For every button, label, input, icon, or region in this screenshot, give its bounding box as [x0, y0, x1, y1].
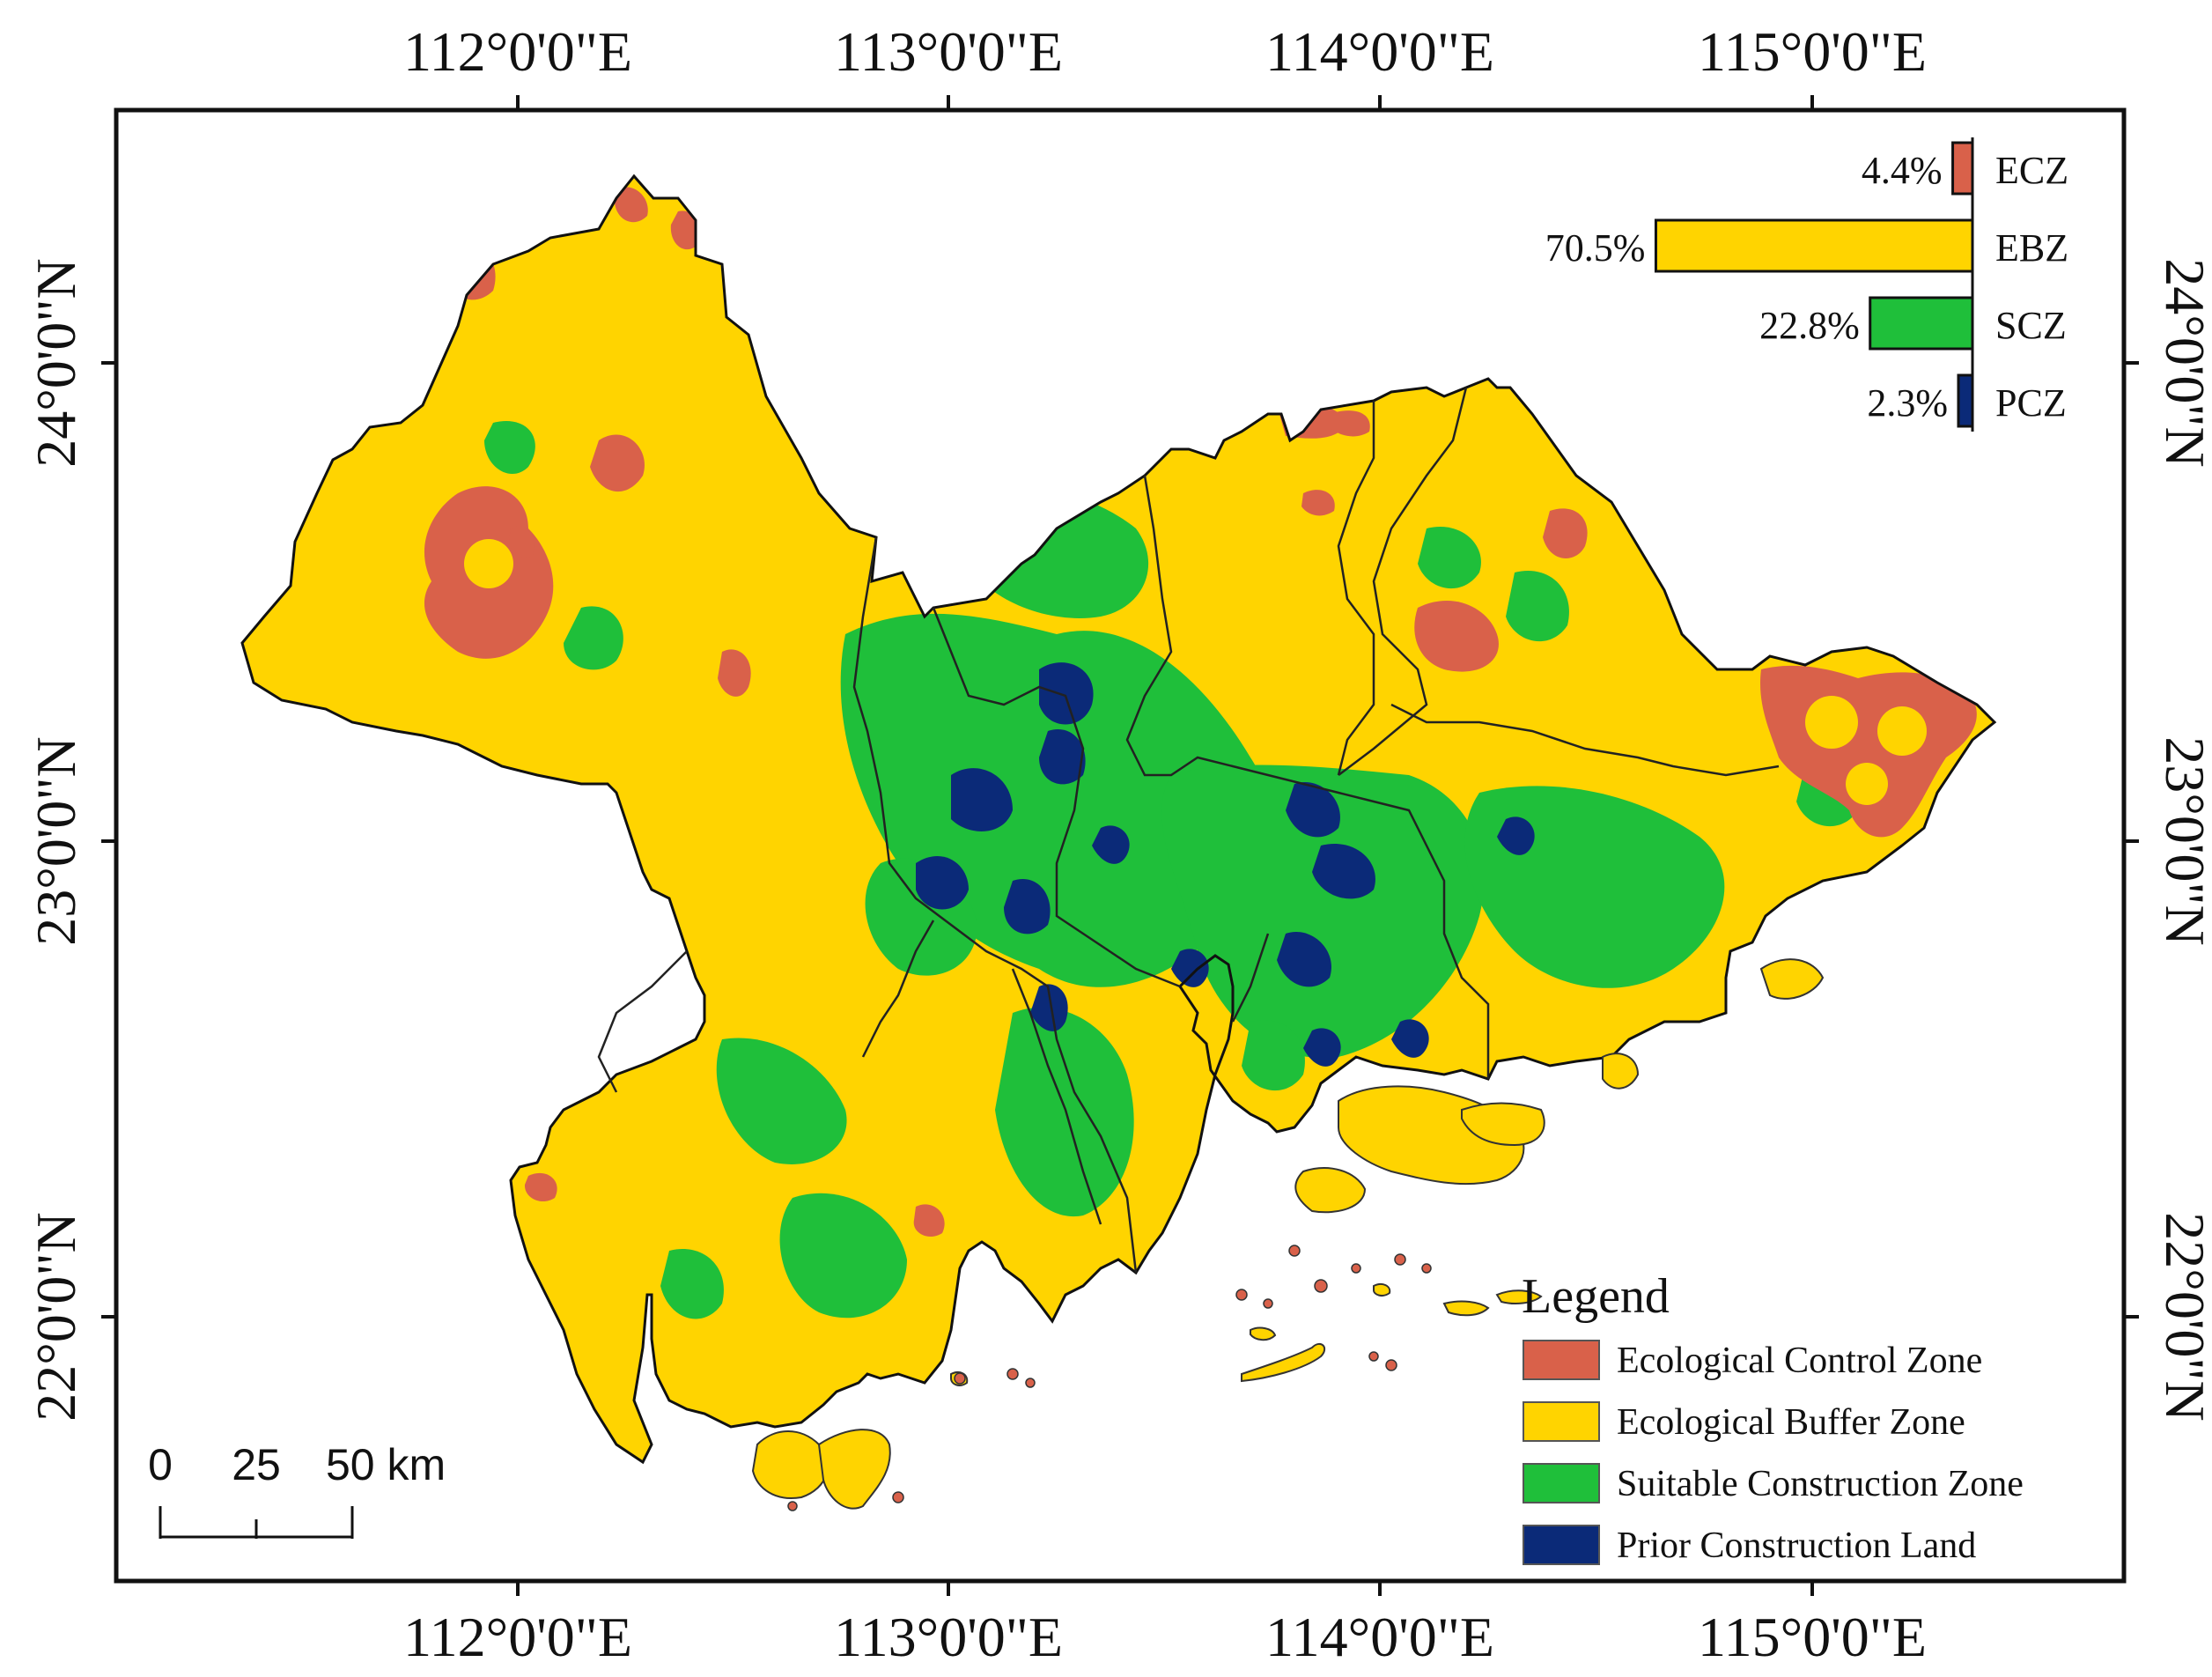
city-boundaries — [597, 387, 1780, 1274]
scale-label-25: 25 — [232, 1440, 281, 1489]
bar-ecz — [1951, 141, 1974, 196]
bar-code-pcz: PCZ — [1995, 381, 2067, 425]
legend-label-ecz: Ecological Control Zone — [1617, 1341, 1982, 1381]
scale-bar: 0 25 50 km — [148, 1440, 446, 1539]
lon-label-top-112: 112°0'0"E — [403, 20, 632, 83]
legend-swatch-ebz — [1523, 1401, 1600, 1442]
lat-label-right-22: 22°0'0"N — [2154, 1212, 2212, 1421]
legend-title: Legend — [1522, 1269, 1670, 1324]
longitude-labels-top: 112°0'0"E 113°0'0"E 114°0'0"E 115°0'0"E — [403, 20, 1927, 83]
bar-value-ebz: 70.5% — [1545, 226, 1646, 270]
lat-label-right-23: 23°0'0"N — [2154, 736, 2212, 945]
bar-ebz — [1654, 218, 1974, 273]
longitude-labels-bottom: 112°0'0"E 113°0'0"E 114°0'0"E 115°0'0"E — [403, 1606, 1927, 1668]
bar-code-ebz: EBZ — [1995, 226, 2068, 270]
legend-label-scz: Suitable Construction Zone — [1617, 1464, 2024, 1504]
legend: Legend Ecological Control Zone Ecological… — [1522, 1269, 2024, 1566]
bar-code-scz: SCZ — [1995, 304, 2067, 347]
legend-swatch-scz — [1523, 1463, 1600, 1503]
bar-value-ecz: 4.4% — [1862, 149, 1943, 192]
zone-bar-chart: 4.4% ECZ 70.5% EBZ 22.8% SCZ 2.3% PCZ — [1545, 137, 2068, 432]
lat-label-right-24: 24°0'0"N — [2154, 258, 2212, 467]
lat-label-left-23: 23°0'0"N — [25, 736, 87, 945]
latitude-labels-right: 24°0'0"N 23°0'0"N 22°0'0"N — [2154, 258, 2212, 1421]
scale-label-0: 0 — [148, 1440, 173, 1489]
bar-pcz — [1957, 373, 1974, 428]
islands — [751, 958, 1825, 1510]
lon-label-bottom-114: 114°0'0"E — [1265, 1606, 1494, 1668]
bar-value-scz: 22.8% — [1759, 304, 1860, 347]
legend-label-ebz: Ecological Buffer Zone — [1617, 1402, 1965, 1443]
lon-label-top-115: 115°0'0"E — [1698, 20, 1927, 83]
bar-code-ecz: ECZ — [1995, 149, 2068, 192]
latitude-labels-left: 24°0'0"N 23°0'0"N 22°0'0"N — [25, 258, 87, 1421]
island-specks — [787, 1245, 1432, 1511]
lon-label-bottom-113: 113°0'0"E — [834, 1606, 1063, 1668]
legend-swatch-ecz — [1523, 1340, 1600, 1380]
legend-swatch-pcz — [1523, 1525, 1600, 1565]
lat-label-left-24: 24°0'0"N — [25, 258, 87, 467]
bar-scz — [1869, 296, 1974, 351]
prior-construction-areas — [916, 662, 1535, 1067]
lon-label-bottom-115: 115°0'0"E — [1698, 1606, 1927, 1668]
lon-label-bottom-112: 112°0'0"E — [403, 1606, 632, 1668]
lat-label-left-22: 22°0'0"N — [25, 1212, 87, 1421]
buffer-holes — [464, 539, 1927, 805]
frame-ticks — [101, 95, 2139, 1596]
scale-label-50km: 50 km — [326, 1440, 446, 1489]
lon-label-top-113: 113°0'0"E — [834, 20, 1063, 83]
region-outline — [240, 174, 1997, 1465]
bar-value-pcz: 2.3% — [1867, 381, 1948, 425]
legend-label-pcz: Prior Construction Land — [1617, 1526, 1976, 1566]
lon-label-top-114: 114°0'0"E — [1265, 20, 1494, 83]
